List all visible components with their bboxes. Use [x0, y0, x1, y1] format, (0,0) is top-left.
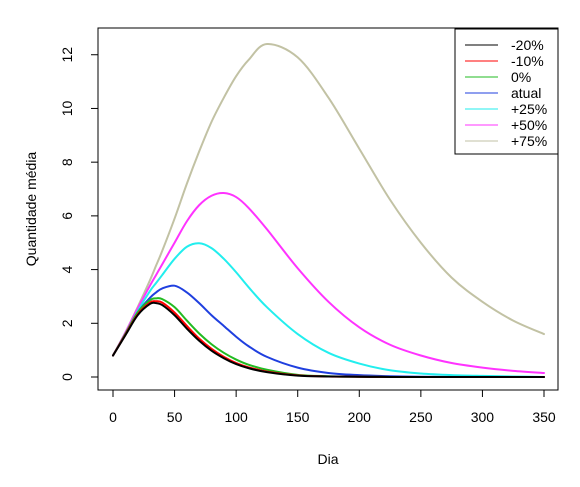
legend: -20%-10%0%atual+25%+50%+75% — [454, 28, 559, 155]
legend-label: +50% — [511, 117, 547, 133]
legend-label: +25% — [511, 101, 547, 117]
y-tick-label: 4 — [59, 265, 75, 273]
series-layer — [112, 42, 545, 379]
x-tick-label: 350 — [532, 409, 556, 425]
x-tick-label: 300 — [471, 409, 495, 425]
y-tick-label: 12 — [59, 47, 75, 63]
y-tick-label: 6 — [59, 212, 75, 220]
series-line-1 — [112, 300, 545, 379]
x-tick-label: 50 — [167, 409, 183, 425]
x-tick-label: 150 — [286, 409, 310, 425]
legend-box — [454, 28, 559, 155]
x-axis-label: Dia — [317, 451, 338, 467]
series-line-6 — [112, 42, 545, 357]
x-tick-label: 250 — [409, 409, 433, 425]
legend-label: +75% — [511, 133, 547, 149]
x-tick-label: 200 — [348, 409, 372, 425]
x-tick-label: 100 — [224, 409, 248, 425]
x-tick-label: 0 — [109, 409, 117, 425]
legend-label: atual — [511, 85, 541, 101]
x-axis: 0 50 100 150 200 250 300 350 — [109, 389, 556, 425]
y-tick-label: 8 — [59, 158, 75, 166]
series-line-2 — [112, 297, 545, 379]
series-line-5 — [112, 192, 545, 374]
series-line-4 — [112, 242, 545, 378]
legend-label: 0% — [511, 69, 531, 85]
series-line-0 — [112, 301, 545, 379]
y-axis-label: Quantidade média — [23, 152, 39, 267]
y-axis: 0 2 4 6 8 10 12 — [59, 47, 99, 381]
y-tick-label: 10 — [59, 100, 75, 116]
y-tick-label: 0 — [59, 373, 75, 381]
legend-label: -20% — [511, 37, 544, 53]
legend-label: -10% — [511, 53, 544, 69]
y-tick-label: 2 — [59, 319, 75, 327]
